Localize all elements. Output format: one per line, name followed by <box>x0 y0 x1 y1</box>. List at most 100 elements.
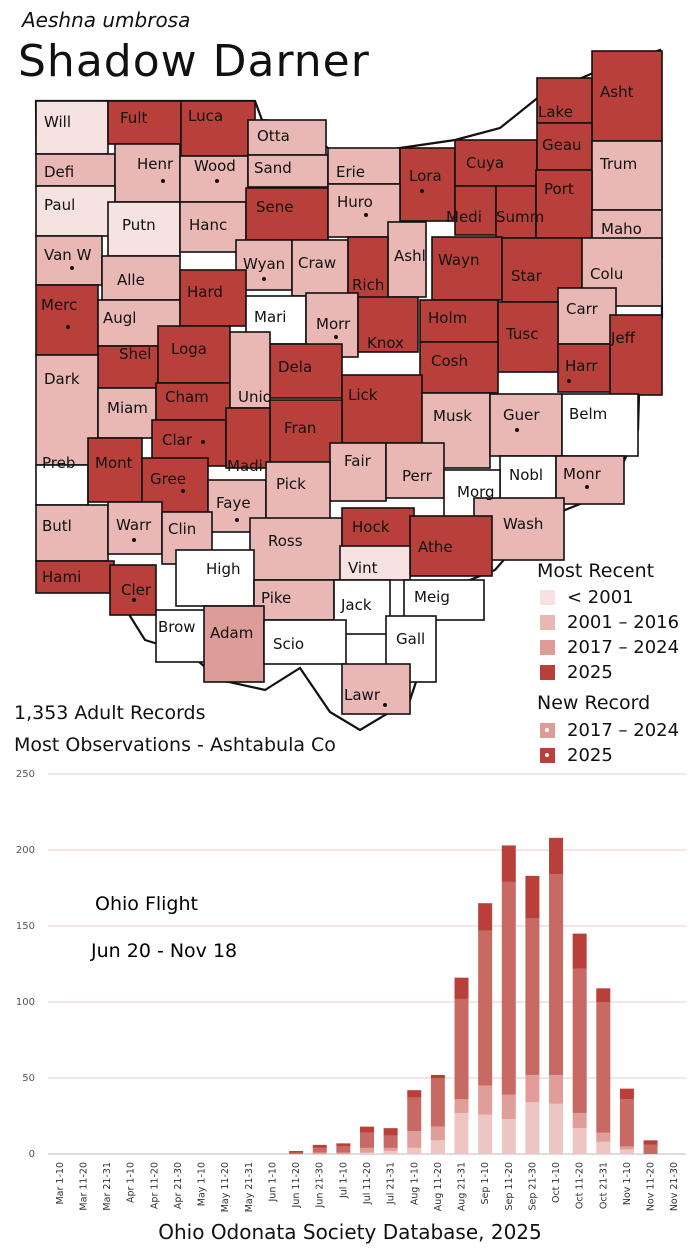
county-sene[interactable] <box>245 187 329 241</box>
county-scio[interactable] <box>263 619 347 665</box>
county-otta[interactable] <box>247 119 327 156</box>
county-preb[interactable] <box>35 464 89 506</box>
county-label-high: High <box>206 560 240 578</box>
county-label-morg: Morg <box>457 483 495 501</box>
bar-segment <box>619 1146 634 1150</box>
county-meig[interactable] <box>403 579 485 621</box>
x-tick-label: Jul 11-20 <box>362 1162 373 1205</box>
county-pick[interactable] <box>265 461 331 523</box>
county-musk[interactable] <box>421 392 491 469</box>
county-henr[interactable] <box>114 143 181 203</box>
new-record-dot-gree <box>181 489 185 493</box>
county-label-rich: Rich <box>352 276 384 294</box>
county-perr[interactable] <box>385 442 445 499</box>
county-brow[interactable] <box>155 609 211 663</box>
county-label-hami: Hami <box>42 568 81 586</box>
county-guer[interactable] <box>489 393 563 457</box>
legend-item-lt2001: < 2001 <box>540 587 634 608</box>
county-label-madi: Madi <box>227 457 263 475</box>
new-record-title: New Record <box>537 692 651 714</box>
county-label-port: Port <box>544 180 574 198</box>
county-belm[interactable] <box>561 393 639 457</box>
county-jeff[interactable] <box>609 314 663 396</box>
bar-segment <box>312 1144 327 1148</box>
bar-segment <box>454 1112 469 1154</box>
county-asht[interactable] <box>591 50 663 142</box>
bar-segment <box>501 1119 516 1154</box>
county-cuya[interactable] <box>454 139 538 187</box>
x-tick-label: May 11-20 <box>220 1162 231 1212</box>
county-label-putn: Putn <box>122 216 156 234</box>
county-medi[interactable] <box>454 185 497 236</box>
county-hami[interactable] <box>35 560 115 594</box>
county-trum[interactable] <box>591 140 663 211</box>
county-adam[interactable] <box>203 605 265 683</box>
county-sand[interactable] <box>247 154 329 188</box>
county-hanc[interactable] <box>179 201 247 253</box>
new-record-dot-huro <box>364 213 368 217</box>
county-unio[interactable] <box>229 331 271 409</box>
county-lora[interactable] <box>399 147 456 222</box>
county-athe[interactable] <box>409 515 493 577</box>
county-merc[interactable] <box>35 284 99 356</box>
dot-icon <box>545 753 549 757</box>
county-knox[interactable] <box>357 296 419 353</box>
county-label-vint: Vint <box>348 559 378 577</box>
x-tick-label: Mar 11-20 <box>78 1162 89 1211</box>
new-record-dot-faye <box>235 518 239 522</box>
x-tick-label: Apr 11-20 <box>149 1162 160 1209</box>
bar-segment <box>407 1147 422 1154</box>
county-tusc[interactable] <box>497 301 559 373</box>
county-harr[interactable] <box>557 343 611 393</box>
county-monr[interactable] <box>555 455 625 505</box>
county-label-dela: Dela <box>278 358 312 376</box>
county-label-lick: Lick <box>348 386 378 404</box>
county-label-holm: Holm <box>428 309 467 327</box>
bar-segment <box>478 930 493 1086</box>
county-lake[interactable] <box>536 77 593 124</box>
county-dela[interactable] <box>269 343 343 399</box>
county-label-geau: Geau <box>542 136 582 154</box>
county-miam[interactable] <box>97 387 157 439</box>
county-hard[interactable] <box>179 269 247 327</box>
legend-label: 2017 – 2024 <box>567 637 680 658</box>
county-lawr[interactable] <box>341 663 411 715</box>
county-shel[interactable] <box>97 345 159 389</box>
county-label-shel: Shel <box>119 345 151 363</box>
county-high[interactable] <box>175 549 255 607</box>
county-holm[interactable] <box>419 299 499 343</box>
county-fult[interactable] <box>107 100 182 145</box>
county-van-w[interactable] <box>35 235 103 286</box>
county-madi[interactable] <box>225 407 271 469</box>
x-tick-label: Aug 11-20 <box>433 1162 444 1211</box>
y-tick-label: 250 <box>16 769 35 780</box>
county-label-colu: Colu <box>590 265 623 283</box>
county-alle[interactable] <box>101 255 181 301</box>
county-cosh[interactable] <box>419 341 499 394</box>
county-label-sand: Sand <box>254 159 292 177</box>
county-butl[interactable] <box>35 504 109 562</box>
county-cler[interactable] <box>109 564 157 616</box>
county-label-summ: Summ <box>496 208 544 226</box>
county-label-hock: Hock <box>352 518 390 536</box>
bar-segment <box>549 1103 564 1154</box>
most-observations: Most Observations - Ashtabula Co <box>14 734 336 756</box>
bar-segment <box>407 1131 422 1148</box>
county-erie[interactable] <box>327 147 401 185</box>
county-luca[interactable] <box>180 100 256 157</box>
bar-segment <box>501 845 516 882</box>
county-label-mari: Mari <box>254 308 286 326</box>
county-label-hard: Hard <box>187 283 223 301</box>
county-port[interactable] <box>535 169 593 239</box>
county-label-augl: Augl <box>103 309 136 327</box>
bar-segment <box>430 1126 445 1141</box>
bar-segment <box>360 1132 374 1148</box>
county-wood[interactable] <box>179 155 249 203</box>
county-putn[interactable] <box>107 201 181 257</box>
county-lick[interactable] <box>341 374 423 444</box>
county-label-hanc: Hanc <box>189 216 227 234</box>
bar-segment <box>336 1143 351 1147</box>
county-ross[interactable] <box>249 517 343 581</box>
x-tick-label: Jun 11-20 <box>291 1162 302 1208</box>
new-record-item-2017-2024: 2017 – 2024 <box>540 720 679 741</box>
